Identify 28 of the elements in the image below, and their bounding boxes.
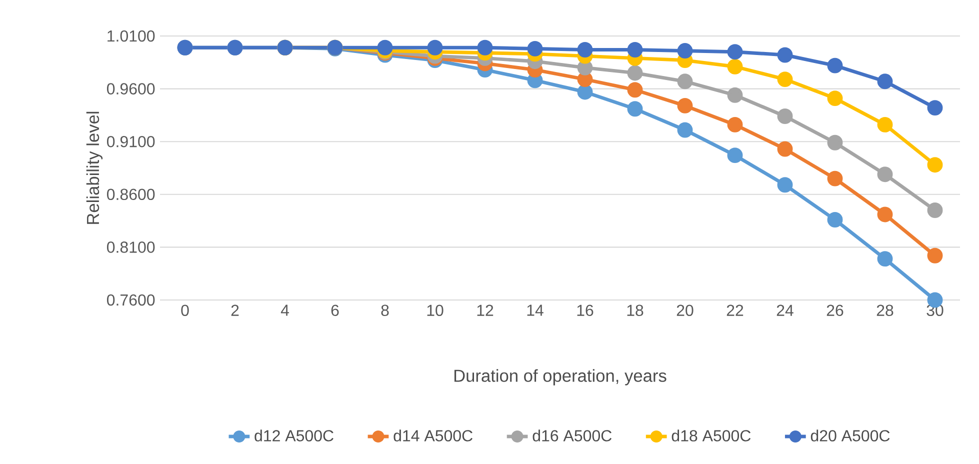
legend-label: d14 A500C bbox=[394, 430, 472, 442]
y-tick-label: 0.8600 bbox=[106, 188, 155, 200]
x-tick-label: 14 bbox=[527, 304, 544, 316]
x-tick-label: 10 bbox=[427, 304, 444, 316]
y-tick-label: 0.7600 bbox=[106, 294, 155, 306]
legend-label: d12 A500C bbox=[254, 430, 334, 442]
x-tick-label: 12 bbox=[477, 304, 494, 316]
legend-label: d20 A500C bbox=[810, 430, 890, 442]
x-axis-title: Duration of operation, years bbox=[454, 369, 666, 386]
legend-label: d16 A500C bbox=[532, 430, 612, 442]
y-tick-label: 0.9600 bbox=[106, 83, 155, 94]
legend-label: d18 A500C bbox=[672, 430, 751, 442]
x-tick-label: 24 bbox=[776, 304, 794, 316]
x-tick-label: 0 bbox=[181, 304, 189, 316]
y-tick-label: 1.0100 bbox=[108, 30, 155, 42]
x-tick-label: 18 bbox=[627, 304, 644, 316]
x-tick-label: 2 bbox=[231, 304, 239, 316]
x-tick-label: 4 bbox=[280, 304, 289, 316]
x-tick-label: 16 bbox=[577, 304, 594, 316]
y-axis-title: Reliability level bbox=[86, 112, 103, 224]
y-tick-label: 0.9100 bbox=[106, 136, 155, 148]
x-tick-label: 28 bbox=[876, 304, 894, 316]
x-tick-label: 22 bbox=[726, 304, 744, 316]
x-tick-label: 8 bbox=[381, 304, 389, 316]
x-tick-label: 20 bbox=[676, 304, 694, 316]
x-tick-label: 6 bbox=[331, 304, 339, 316]
x-tick-label: 26 bbox=[826, 304, 844, 316]
y-tick-label: 0.8100 bbox=[106, 242, 155, 253]
